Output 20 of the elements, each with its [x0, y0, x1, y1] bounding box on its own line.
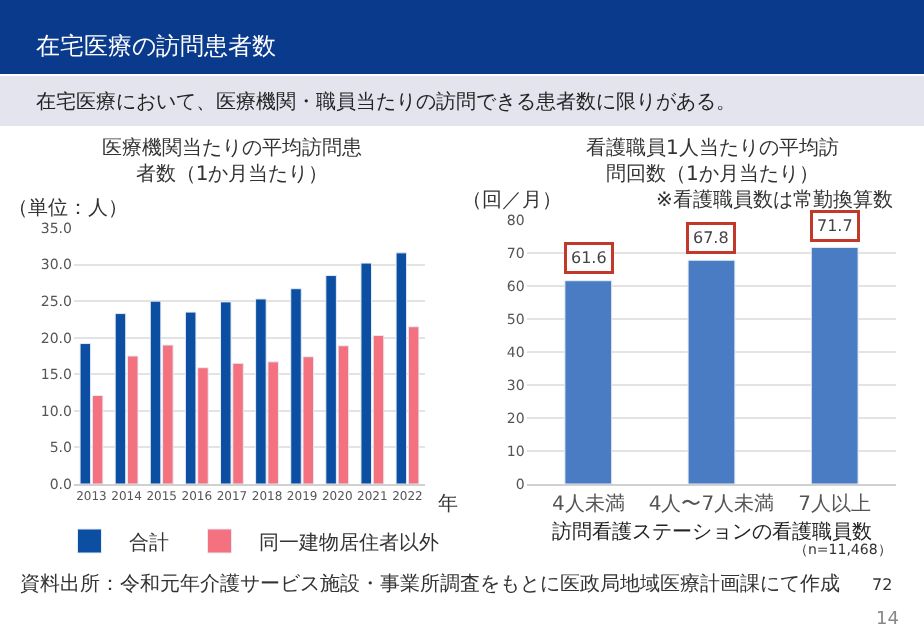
x-axis-title: 訪問看護ステーションの看護職員数: [552, 520, 872, 544]
x-tick-label: 7人以上: [798, 492, 872, 516]
text: 72: [872, 576, 893, 594]
text: 在宅医療において、医療機関・職員当たりの訪問できる患者数に限りがある。: [36, 90, 736, 114]
chart-title: 医療機関当たりの平均訪問患者数（1か月当たり）: [102, 136, 362, 186]
text: 資料出所：令和元年介護サービス施設・事業所調査をもとに医政局地域医療計画課にて作成: [20, 572, 840, 596]
text: 在宅医療の訪問患者数: [36, 32, 276, 60]
y-axis-title: （回／月）: [462, 190, 562, 212]
x-tick-label: 4人〜7人未満: [648, 492, 775, 516]
chart-title: 看護職員1人当たりの平均訪問回数（1か月当たり）: [586, 136, 839, 186]
y-axis-title: （単位：人）: [8, 196, 128, 220]
x-tick-label: 4人未満: [551, 492, 625, 516]
data-label: 61.6: [571, 249, 607, 267]
data-label: 67.8: [693, 229, 729, 247]
chart-subtitle: ※看護職員数は常勤換算数: [656, 188, 893, 212]
x-axis-title: 年: [438, 492, 458, 516]
legend-label: 同一建物居住者以外: [259, 530, 440, 555]
text: 14: [876, 610, 900, 630]
data-label: 71.7: [817, 217, 853, 235]
legend-label: 合計: [129, 530, 170, 555]
